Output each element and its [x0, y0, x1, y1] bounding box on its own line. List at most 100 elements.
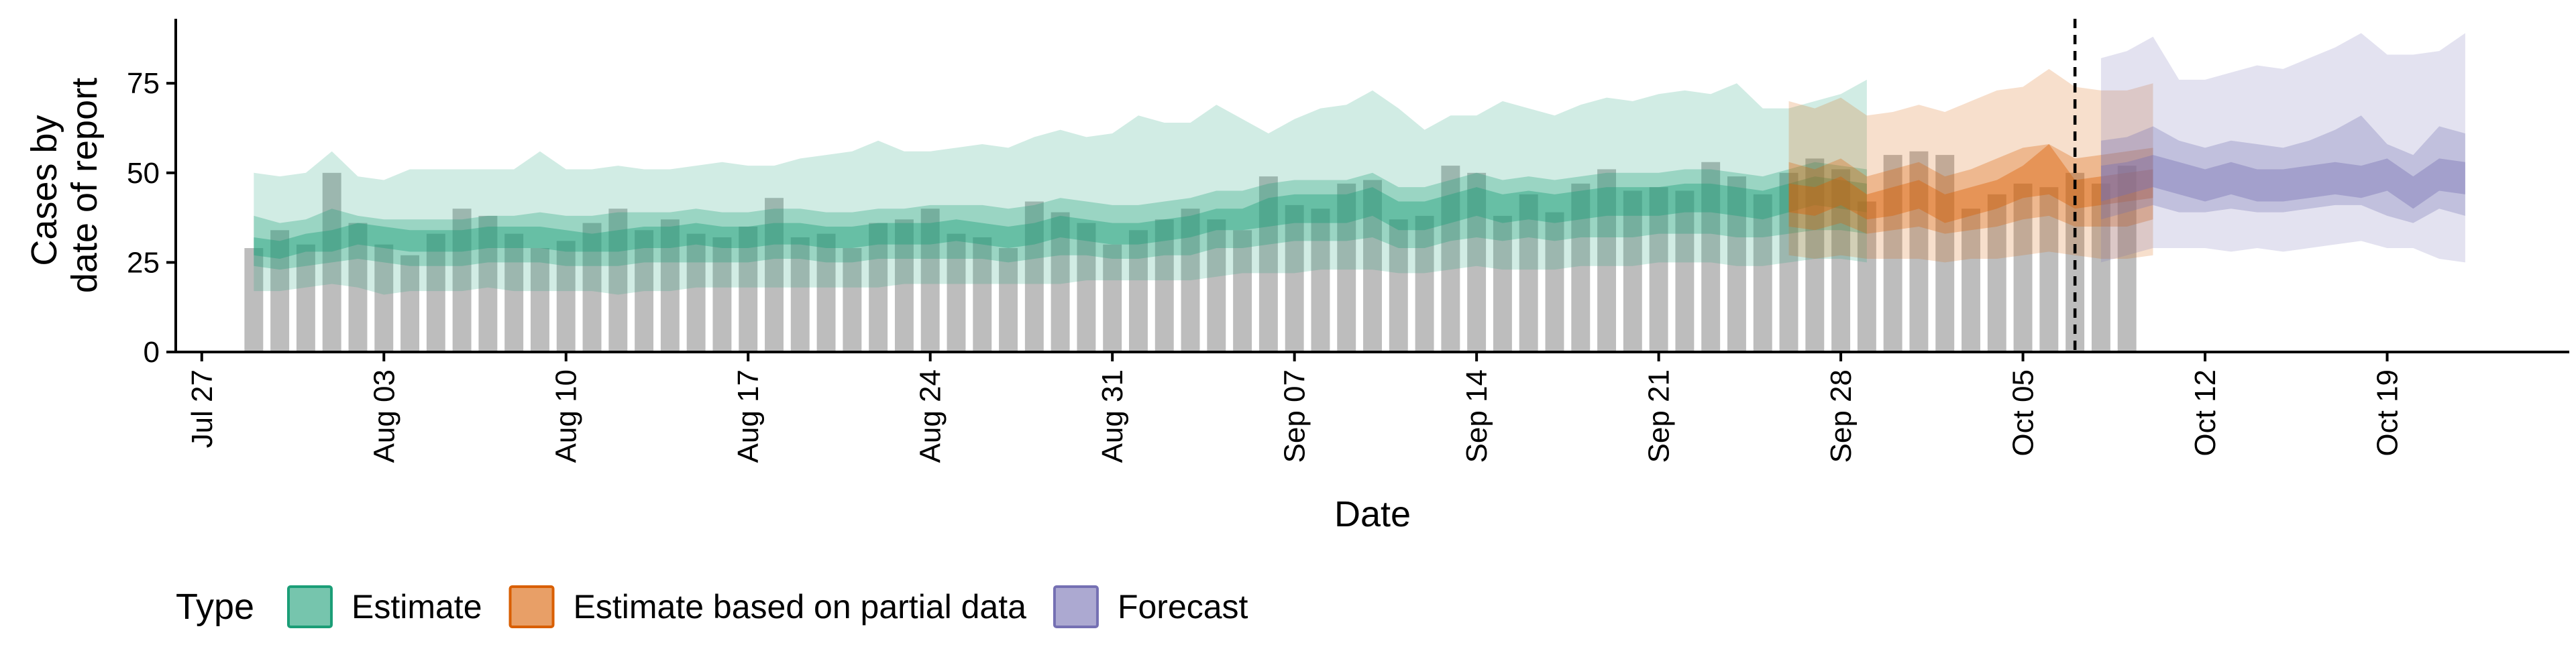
case-bar	[739, 226, 758, 352]
legend: Type Estimate Estimate based on partial d…	[176, 585, 1248, 628]
case-bar	[530, 248, 549, 352]
case-bar	[765, 198, 784, 352]
case-bar	[1207, 219, 1226, 352]
case-bar	[1649, 187, 1668, 352]
case-bar	[556, 241, 576, 352]
case-bar	[504, 233, 524, 352]
y-tick-label: 0	[144, 336, 160, 369]
x-tick-label: Oct 05	[2007, 369, 2040, 457]
estimate-band-90	[254, 79, 1867, 295]
x-tick-label: Aug 10	[550, 369, 583, 463]
x-tick-label: Sep 21	[1643, 369, 1676, 463]
x-tick-label: Sep 14	[1460, 369, 1493, 463]
ribbons-layer	[254, 33, 2465, 295]
case-bar	[1805, 158, 1825, 353]
case-bar	[999, 248, 1018, 352]
case-bar	[2091, 183, 2110, 352]
case-bar	[1701, 162, 1721, 352]
case-bar	[1883, 155, 1902, 352]
case-bar	[1103, 244, 1122, 352]
case-bar	[660, 219, 680, 352]
case-bar	[1051, 212, 1070, 352]
x-tick-label: Oct 19	[2371, 369, 2404, 457]
legend-item: Forecast	[1053, 585, 1248, 628]
case-bar	[816, 233, 836, 352]
case-bar	[2117, 166, 2137, 353]
case-bar	[1181, 209, 1200, 352]
case-bar	[296, 244, 315, 352]
case-bar	[973, 237, 992, 352]
case-bar	[712, 237, 732, 352]
case-bar	[1337, 183, 1356, 352]
estimate-based-on-partial-data-band-20	[1788, 144, 2153, 223]
case-bar	[1753, 194, 1772, 352]
case-bar	[1285, 204, 1304, 352]
forecast-band-20	[2100, 155, 2465, 209]
x-tick-label: Aug 03	[368, 369, 400, 463]
legend-title: Type	[176, 587, 254, 627]
estimate-band-50	[254, 162, 1867, 270]
case-bar	[1363, 180, 1382, 352]
case-bar	[1155, 219, 1174, 352]
case-bar	[1415, 215, 1434, 352]
case-bar	[1779, 172, 1799, 352]
case-bar	[1519, 194, 1538, 352]
estimate-based-on-partial-data-band-90	[1788, 68, 2153, 263]
y-ticks: 0 25 50 75	[127, 67, 176, 369]
case-bar	[843, 248, 862, 352]
case-bar	[1233, 230, 1252, 352]
estimate-based-on-partial-data-band-50	[1788, 144, 2153, 234]
case-bar	[1545, 212, 1564, 352]
axes-layer	[174, 19, 2569, 353]
y-axis-title-line-1: Cases by	[24, 115, 64, 266]
case-bar	[608, 209, 628, 352]
case-bar	[686, 233, 706, 352]
case-bar	[1441, 166, 1460, 353]
case-bar	[1077, 223, 1096, 352]
x-tick-label: Oct 12	[2189, 369, 2222, 457]
case-bar	[348, 223, 368, 352]
case-bar	[1597, 169, 1616, 352]
case-bar	[1128, 230, 1148, 352]
case-bar	[1389, 219, 1408, 352]
case-bar	[894, 219, 914, 352]
y-axis-title: Cases by date of report	[24, 78, 105, 293]
x-axis-title: Date	[1334, 494, 1411, 534]
x-tick-label: Sep 07	[1279, 369, 1311, 463]
case-bar	[2013, 183, 2033, 352]
case-bar	[426, 233, 445, 352]
case-bar	[478, 215, 498, 352]
case-bar	[920, 209, 940, 352]
case-bar	[790, 237, 810, 352]
case-bar	[400, 255, 419, 352]
forecast-band-90	[2100, 33, 2465, 263]
case-bar	[1935, 155, 1955, 352]
x-tick-label: Sep 28	[1825, 369, 1858, 463]
case-bar	[947, 233, 966, 352]
case-bar	[582, 223, 602, 352]
case-bar	[244, 248, 264, 352]
legend-swatch	[287, 585, 333, 628]
case-bar	[452, 209, 472, 352]
case-bar	[1493, 215, 1512, 352]
legend-item: Estimate based on partial data	[508, 585, 1027, 628]
reported-cases-bars	[244, 151, 2137, 353]
estimate-band-20	[254, 176, 1867, 259]
legend-label: Estimate	[352, 588, 482, 626]
case-bar	[1909, 151, 1929, 353]
legend-label: Estimate based on partial data	[574, 588, 1027, 626]
x-tick-label: Aug 31	[1096, 369, 1129, 463]
y-tick-label: 25	[127, 246, 160, 279]
case-bar	[635, 230, 654, 352]
y-tick-label: 50	[127, 157, 160, 190]
case-bar	[1258, 176, 1278, 352]
case-bar	[1571, 183, 1591, 352]
legend-swatch	[508, 585, 555, 628]
case-bar	[1311, 209, 1330, 352]
case-bar	[869, 223, 888, 352]
case-bar	[1857, 201, 1876, 352]
case-bar	[2039, 187, 2059, 352]
legend-label: Forecast	[1118, 588, 1248, 626]
